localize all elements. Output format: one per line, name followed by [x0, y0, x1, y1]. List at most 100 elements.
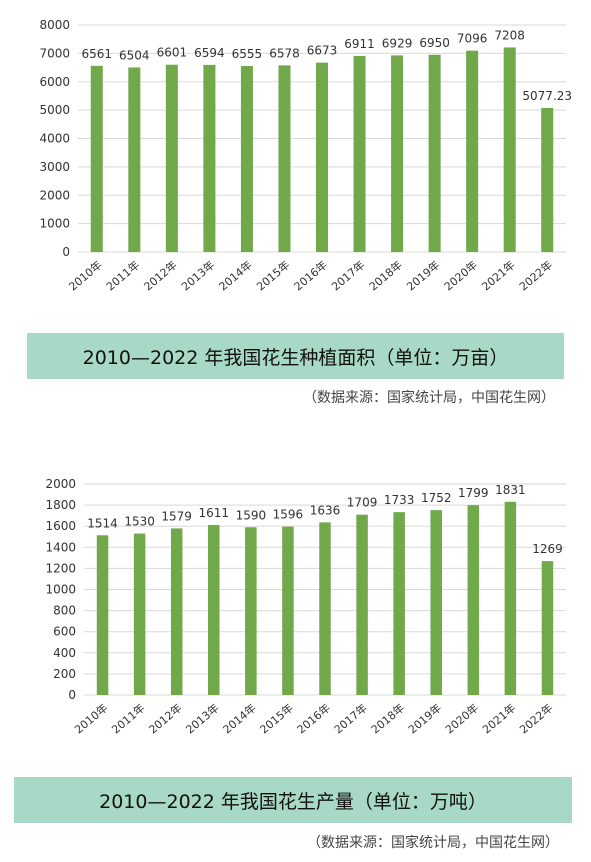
planting-area-source-note: （数据来源：国家统计局，中国花生网） [303, 390, 555, 406]
production-data-label: 1596 [273, 508, 304, 522]
production-y-tick-label: 1000 [45, 583, 76, 597]
production-source-note: （数据来源：国家统计局，中国花生网） [307, 835, 559, 851]
production-x-tick-label: 2022年 [517, 701, 556, 737]
production-data-label: 1269 [532, 542, 563, 556]
production-bar-chart: 0 200 400 600 800 1000 1200 1400 1600 1800 2000 151… [45, 477, 566, 737]
production-x-tick-label: 2010年 [72, 701, 111, 737]
planting-area-x-tick-label: 2022年 [516, 258, 555, 294]
production-bar [467, 505, 480, 695]
production-x-tick-label: 2012年 [146, 701, 185, 737]
planting-area-caption: 2010—2022 年我国花生种植面积（单位：万亩） [27, 333, 564, 379]
planting-area-data-label: 6578 [269, 46, 300, 60]
planting-area-y-tick-label: 8000 [39, 18, 70, 32]
planting-area-y-tick-label: 2000 [39, 188, 70, 202]
planting-area-x-tick-label: 2011年 [103, 258, 142, 294]
production-bar [319, 522, 331, 695]
production-bar [133, 533, 146, 695]
planting-area-y-tick-label: 6000 [39, 75, 70, 89]
planting-area-bar [203, 64, 216, 252]
production-y-tick-label: 1800 [45, 498, 76, 512]
planting-area-chart-block: 0 1000 2000 3000 4000 5000 6000 7000 8000 6561 201… [0, 0, 591, 420]
production-x-tick-label: 2021年 [479, 701, 518, 737]
production-x-tick-label: 2018年 [368, 701, 407, 737]
planting-area-data-label: 6673 [307, 44, 338, 58]
planting-area-chart-title: 2010—2022 年我国花生种植面积（单位：万亩） [82, 346, 509, 369]
production-bar [541, 561, 554, 695]
planting-area-data-label: 6561 [81, 47, 112, 61]
production-y-tick-label: 0 [68, 688, 76, 702]
planting-area-bar [315, 62, 329, 252]
production-data-label: 1799 [458, 486, 489, 500]
production-data-label: 1590 [236, 508, 267, 522]
planting-area-x-tick-label: 2013年 [178, 258, 217, 294]
production-bar [356, 514, 368, 695]
planting-area-data-label: 6950 [419, 36, 450, 50]
production-x-tick-label: 2017年 [331, 701, 370, 737]
planting-area-x-tick-label: 2015年 [254, 258, 293, 294]
production-bar [96, 535, 109, 695]
planting-area-bar [391, 55, 404, 253]
production-data-label: 1733 [384, 493, 415, 507]
production-x-tick-label: 2013年 [183, 701, 222, 737]
planting-area-x-tick-label: 2020年 [441, 258, 480, 294]
production-y-tick-label: 1400 [45, 540, 76, 554]
production-x-tick-label: 2019年 [405, 701, 444, 737]
production-data-label: 1611 [198, 506, 229, 520]
planting-area-x-tick-label: 2010年 [66, 258, 105, 294]
planting-area-x-tick-label: 2016年 [291, 258, 330, 294]
production-bar [282, 526, 294, 695]
production-bar [245, 527, 257, 695]
production-data-label: 1636 [310, 503, 341, 517]
planting-area-x-tick-label: 2019年 [404, 258, 443, 294]
planting-area-data-label: 6929 [382, 36, 413, 50]
production-y-tick-label: 400 [53, 646, 76, 660]
production-bar [208, 525, 220, 695]
planting-area-bar [165, 64, 178, 252]
planting-area-y-tick-label: 4000 [39, 132, 70, 146]
planting-area-data-label: 6504 [119, 48, 150, 62]
production-x-tick-label: 2015年 [257, 701, 296, 737]
planting-area-x-tick-label: 2017年 [329, 258, 368, 294]
planting-area-bar [90, 65, 103, 252]
production-caption: 2010—2022 年我国花生产量（单位：万吨） [14, 777, 572, 823]
planting-area-bar [466, 50, 479, 252]
production-y-tick-label: 600 [53, 625, 76, 639]
production-data-label: 1579 [161, 509, 192, 523]
planting-area-bar [128, 67, 141, 252]
production-x-tick-label: 2014年 [220, 701, 259, 737]
production-y-tick-label: 1600 [45, 519, 76, 533]
planting-area-bar-chart: 0 1000 2000 3000 4000 5000 6000 7000 8000 6561 201… [39, 18, 572, 294]
planting-area-data-label: 7208 [494, 28, 525, 42]
production-y-tick-label: 200 [53, 667, 76, 681]
production-bar [393, 512, 405, 695]
planting-area-bar [240, 66, 253, 252]
planting-area-y-tick-label: 5000 [39, 103, 70, 117]
production-data-label: 1530 [124, 515, 155, 529]
production-bar [504, 501, 517, 695]
production-data-label: 1752 [421, 491, 452, 505]
planting-area-x-tick-label: 2014年 [216, 258, 255, 294]
planting-area-x-tick-label: 2012年 [141, 258, 180, 294]
planting-area-data-label: 6555 [232, 47, 263, 61]
planting-area-data-label: 6911 [344, 37, 375, 51]
production-bar [170, 528, 183, 695]
production-x-tick-label: 2016年 [294, 701, 333, 737]
planting-area-y-tick-label: 0 [62, 245, 70, 259]
planting-area-bar [428, 54, 441, 253]
production-x-tick-label: 2011年 [109, 701, 148, 737]
production-y-tick-label: 1200 [45, 561, 76, 575]
planting-area-y-tick-label: 7000 [39, 46, 70, 60]
planting-area-bar [278, 65, 291, 253]
planting-area-data-label: 7096 [457, 32, 488, 46]
planting-area-data-label: 6601 [157, 46, 188, 60]
production-y-tick-label: 800 [53, 604, 76, 618]
production-y-tick-label: 2000 [45, 477, 76, 491]
planting-area-y-tick-label: 3000 [39, 160, 70, 174]
planting-area-bar [541, 107, 554, 253]
planting-area-x-tick-label: 2021年 [479, 258, 518, 294]
production-bar [430, 510, 442, 695]
planting-area-y-tick-label: 1000 [39, 217, 70, 231]
planting-area-data-label: 6594 [194, 46, 225, 60]
production-chart-block: 0 200 400 600 800 1000 1200 1400 1600 1800 2000 151… [0, 455, 591, 862]
production-data-label: 1709 [347, 496, 378, 510]
